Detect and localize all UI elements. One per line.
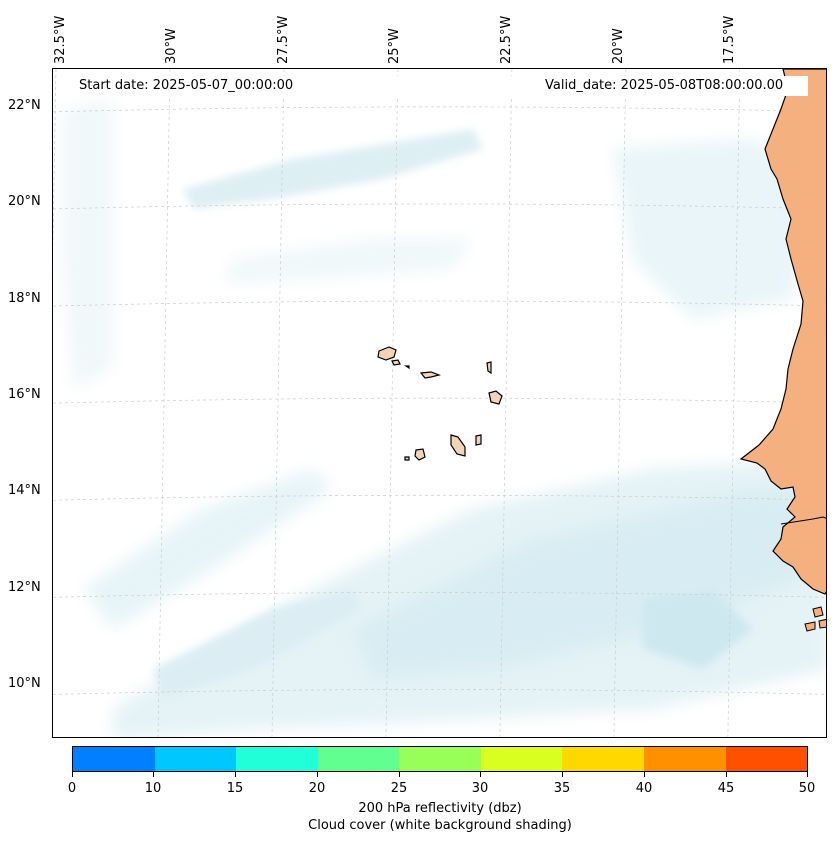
cloud-band bbox=[83, 469, 333, 629]
colorbar-segment bbox=[399, 747, 481, 771]
colorbar-tickmark bbox=[317, 772, 318, 777]
cloud-band bbox=[223, 239, 473, 284]
colorbar-tickmark bbox=[72, 772, 73, 777]
island-santa-luzia bbox=[404, 365, 410, 370]
valid-date-label: Valid_date: 2025-05-08T08:00:00.00 bbox=[545, 78, 784, 93]
colorbar-tick-label: 45 bbox=[717, 781, 735, 796]
colorbar-tick-label: 25 bbox=[390, 781, 408, 796]
cloud-band bbox=[63, 99, 113, 389]
lat-label: 20°N bbox=[8, 194, 41, 209]
colorbar-segment bbox=[236, 747, 318, 771]
cloud-band bbox=[183, 129, 483, 209]
colorbar-segment bbox=[73, 747, 155, 771]
cloud-band bbox=[613, 139, 813, 319]
colorbar-tickmark bbox=[480, 772, 481, 777]
cloud-band bbox=[643, 589, 753, 669]
meridian-line bbox=[385, 69, 399, 737]
meridian-line bbox=[499, 69, 513, 737]
meridian-line bbox=[727, 69, 741, 737]
lon-label: 22.5°W bbox=[499, 15, 514, 64]
island-maio bbox=[475, 434, 482, 446]
colorbar-tick-label: 40 bbox=[635, 781, 653, 796]
colorbar-title: 200 hPa reflectivity (dbz) bbox=[358, 801, 522, 816]
colorbar-tickmark bbox=[726, 772, 727, 777]
island-boa-vista bbox=[488, 390, 503, 405]
colorbar-tickmark bbox=[644, 772, 645, 777]
colorbar-segment bbox=[154, 747, 237, 771]
lon-label: 27.5°W bbox=[276, 15, 291, 64]
lon-label: 20°W bbox=[611, 28, 626, 64]
island-santo-antao bbox=[377, 346, 397, 361]
lat-label: 14°N bbox=[8, 483, 41, 498]
lat-label: 18°N bbox=[8, 291, 41, 306]
parallel-line bbox=[53, 106, 826, 113]
lon-label: 30°W bbox=[164, 28, 179, 64]
colorbar-tick-label: 30 bbox=[471, 781, 489, 796]
lat-label: 16°N bbox=[8, 387, 41, 402]
lon-label: 32.5°W bbox=[53, 15, 68, 64]
lon-label: 25°W bbox=[387, 28, 402, 64]
colorbar-subtitle: Cloud cover (white background shading) bbox=[308, 818, 572, 833]
colorbar-tick-label: 35 bbox=[553, 781, 571, 796]
meridian-line bbox=[53, 69, 57, 257]
colorbar-segment bbox=[643, 747, 726, 771]
map-canvas bbox=[53, 69, 826, 737]
island-santiago bbox=[450, 434, 466, 457]
parallel-line bbox=[53, 300, 826, 307]
colorbar-tick-label: 20 bbox=[308, 781, 326, 796]
lat-label: 12°N bbox=[8, 580, 41, 595]
africa-coastline bbox=[739, 69, 826, 595]
colorbar-tickmark bbox=[399, 772, 400, 777]
meridian-line bbox=[613, 69, 627, 737]
colorbar-segment bbox=[562, 747, 644, 771]
lon-label: 17.5°W bbox=[722, 15, 737, 64]
parallel-line bbox=[53, 494, 826, 501]
parallel-line bbox=[53, 203, 826, 210]
colorbar-tickmark bbox=[562, 772, 563, 777]
lat-label: 22°N bbox=[8, 98, 41, 113]
gambia-river-inlet bbox=[780, 516, 826, 525]
colorbar-tick-label: 15 bbox=[226, 781, 244, 796]
colorbar-tickmark bbox=[235, 772, 236, 777]
meridian-line bbox=[157, 69, 171, 737]
map-panel bbox=[52, 68, 827, 738]
colorbar-segment bbox=[317, 747, 400, 771]
parallel-line bbox=[53, 689, 826, 695]
colorbar-tickmark bbox=[807, 772, 808, 777]
parallel-line bbox=[53, 397, 826, 404]
colorbar-tickmark bbox=[153, 772, 154, 777]
colorbar bbox=[72, 746, 808, 772]
colorbar-tick-label: 0 bbox=[67, 781, 77, 796]
island-sao-vicente bbox=[391, 359, 401, 366]
meridian-line bbox=[271, 69, 285, 737]
colorbar-tick-label: 10 bbox=[144, 781, 162, 796]
island-fogo bbox=[414, 448, 426, 461]
cloud-cover-shading bbox=[63, 99, 826, 737]
island-sal bbox=[486, 361, 492, 375]
parallel-line bbox=[53, 591, 826, 598]
cape-verde-islands bbox=[377, 346, 503, 461]
start-date-label: Start date: 2025-05-07_00:00:00 bbox=[79, 78, 294, 93]
lat-label: 10°N bbox=[8, 676, 41, 691]
header-box bbox=[70, 76, 808, 96]
cloud-band bbox=[353, 489, 826, 679]
island-sao-nicolau bbox=[419, 371, 442, 379]
bijagos-islands bbox=[804, 606, 826, 632]
colorbar-segment bbox=[480, 747, 563, 771]
cloud-band bbox=[153, 589, 363, 699]
graticule bbox=[53, 69, 826, 737]
colorbar-tick-label: 50 bbox=[798, 781, 816, 796]
colorbar-segment bbox=[725, 747, 808, 771]
island-brava bbox=[404, 456, 410, 461]
